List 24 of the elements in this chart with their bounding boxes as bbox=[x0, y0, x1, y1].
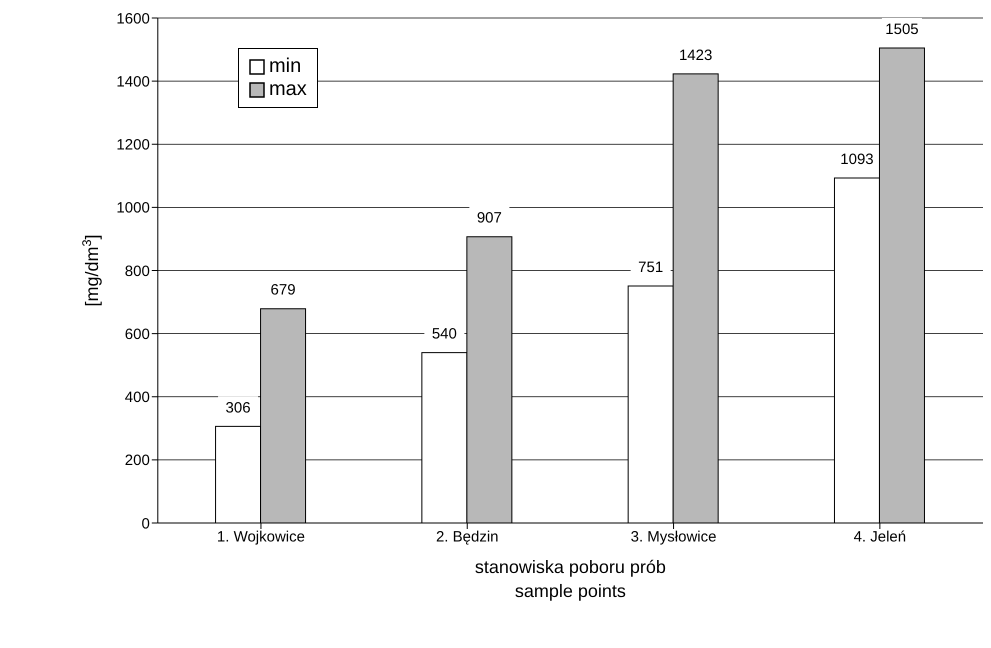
data-label: 1093 bbox=[840, 151, 874, 168]
y-tick-label: 1000 bbox=[116, 200, 150, 217]
y-tick-label: 400 bbox=[124, 389, 150, 406]
data-label: 907 bbox=[476, 210, 502, 227]
legend-label: min bbox=[269, 55, 302, 78]
y-tick-label: 800 bbox=[124, 262, 150, 280]
x-axis-title: stanowiska poboru prób sample points bbox=[474, 557, 666, 601]
x-tick-label: 4. Jeleń bbox=[854, 528, 906, 546]
y-tick-label: 1600 bbox=[116, 10, 150, 28]
y-tick-label: 1400 bbox=[116, 73, 150, 90]
y-tick-label: 600 bbox=[124, 326, 150, 343]
x-tick-label: 3. Mysłowice bbox=[630, 528, 716, 546]
data-label: 1423 bbox=[678, 46, 712, 64]
data-label: 540 bbox=[432, 326, 457, 343]
data-label: 751 bbox=[638, 258, 664, 276]
y-tick-label: 0 bbox=[141, 515, 150, 532]
y-tick-label: 1200 bbox=[116, 136, 150, 154]
data-label: 1505 bbox=[885, 20, 919, 38]
legend-label: max bbox=[269, 78, 307, 101]
data-label: 679 bbox=[270, 282, 296, 299]
x-tick-label: 2. Będzin bbox=[436, 528, 499, 546]
x-tick-label: 1. Wojkowice bbox=[216, 528, 305, 546]
y-tick-label: 200 bbox=[124, 452, 150, 470]
data-label: 306 bbox=[226, 399, 251, 416]
